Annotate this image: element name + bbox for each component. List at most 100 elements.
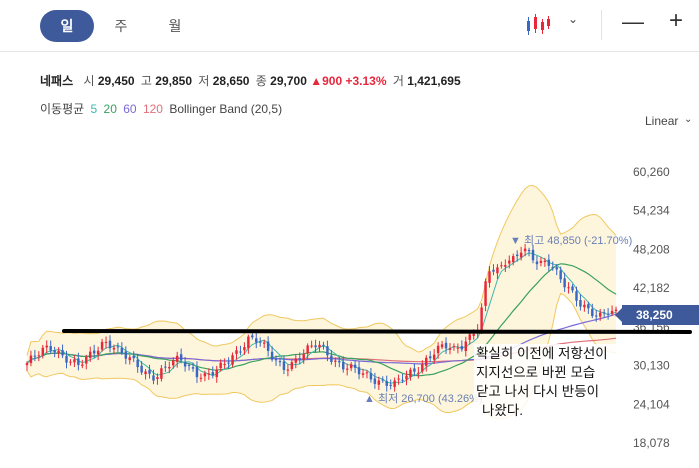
candle-body — [262, 342, 266, 344]
candle-body — [175, 355, 179, 362]
stock-name: 네패스 — [40, 74, 74, 88]
candle-body — [282, 361, 286, 371]
candle-body — [255, 338, 258, 343]
candle-body — [357, 367, 361, 375]
candle-body — [353, 364, 357, 368]
candle-body — [61, 350, 64, 356]
candle-body — [152, 375, 155, 381]
candle-body — [409, 369, 412, 377]
candle-body — [104, 341, 108, 344]
candle-body — [120, 347, 124, 353]
candle-body — [148, 369, 151, 374]
candle-body — [421, 364, 424, 372]
candle-body — [583, 304, 586, 308]
candle-body — [472, 334, 475, 336]
candle-body — [575, 291, 578, 301]
candle-body — [207, 373, 211, 375]
candle-body — [563, 278, 566, 288]
volume-label: 거 — [392, 74, 404, 88]
chevron-down-icon[interactable]: ⌄ — [684, 114, 693, 125]
candle-body — [389, 384, 392, 386]
candle-body — [500, 265, 503, 267]
candle-body — [108, 340, 112, 349]
indicator-legend[interactable]: 이동평균 5 20 60 120 Bollinger Band (20,5) — [40, 100, 285, 117]
candle-body — [100, 341, 104, 350]
y-tick-label: 60,260 — [633, 165, 670, 179]
ma5-line — [26, 252, 617, 384]
candle-body — [417, 372, 420, 374]
annotation-line: 나왔다. — [482, 403, 524, 418]
candle-body — [342, 362, 345, 370]
candle-body — [69, 361, 72, 363]
candle-body — [587, 304, 590, 309]
candle-body — [112, 347, 116, 350]
candle-body — [266, 341, 270, 351]
candle-body — [428, 356, 432, 359]
change-percent: +3.13% — [345, 74, 387, 88]
candle-body — [555, 267, 558, 270]
candlestick-chart-icon[interactable] — [525, 13, 551, 37]
y-tick-label: 18,078 — [633, 436, 670, 450]
chevron-down-icon[interactable]: ⌄ — [568, 12, 579, 26]
high-label: 고 — [140, 74, 152, 88]
candle-body — [85, 356, 88, 364]
tab-monthly[interactable]: 월 — [168, 18, 182, 34]
scale-mode[interactable]: Linear — [645, 114, 679, 128]
candle-body — [595, 315, 598, 317]
candle-body — [468, 334, 471, 340]
candle-body — [65, 356, 68, 363]
zoom-in-icon[interactable]: + — [669, 7, 684, 34]
candle-body — [318, 344, 321, 348]
candle-body — [247, 336, 250, 349]
candle-body — [535, 261, 539, 265]
candle-body — [223, 363, 226, 365]
candle-body — [144, 371, 147, 375]
candle-body — [77, 358, 80, 365]
candle-body — [373, 378, 377, 384]
candle-body — [81, 364, 84, 366]
volume-value: 1,421,695 — [407, 74, 461, 88]
candle-body — [369, 373, 373, 380]
candle-body — [322, 344, 325, 347]
candle-body — [29, 355, 33, 364]
open-value: 29,450 — [97, 74, 135, 88]
candle-body — [243, 347, 246, 351]
candle-body — [425, 357, 428, 366]
candle-body — [128, 357, 131, 361]
candle-body — [219, 362, 222, 369]
candle-body — [492, 269, 495, 272]
candle-body — [551, 266, 554, 269]
candle-body — [57, 350, 60, 353]
candle-body — [393, 380, 396, 387]
candle-body — [504, 265, 507, 267]
tab-weekly[interactable]: 주 — [114, 18, 128, 34]
candle-body — [92, 350, 96, 354]
candle-body — [136, 359, 139, 368]
candle-body — [543, 260, 547, 263]
candle-body — [294, 358, 298, 363]
candle-body — [531, 249, 535, 261]
tab-daily[interactable]: 일 — [40, 10, 94, 42]
candle-body — [606, 313, 610, 315]
candle-body — [567, 287, 570, 289]
candle-body — [132, 355, 135, 359]
candle-body — [187, 364, 191, 366]
open-label: 시 — [83, 74, 95, 88]
candle-body — [215, 369, 218, 378]
candle-body — [53, 350, 56, 353]
candle-body — [235, 350, 238, 354]
ma20-label: 20 — [103, 102, 117, 116]
candle-body — [602, 312, 606, 314]
candle-body — [361, 373, 365, 375]
candle-body — [211, 372, 215, 376]
current-price-tag: 38,250 — [615, 305, 699, 325]
zoom-out-icon[interactable]: — — [622, 9, 644, 34]
candle-body — [183, 361, 187, 367]
candle-body — [41, 347, 45, 356]
candle-body — [195, 367, 199, 378]
candle-body — [164, 366, 167, 368]
annotation-line: 확실히 이전에 저항선이 — [476, 346, 608, 361]
y-tick-label: 30,130 — [633, 359, 670, 373]
candle-body — [512, 256, 515, 263]
divider — [601, 10, 602, 40]
